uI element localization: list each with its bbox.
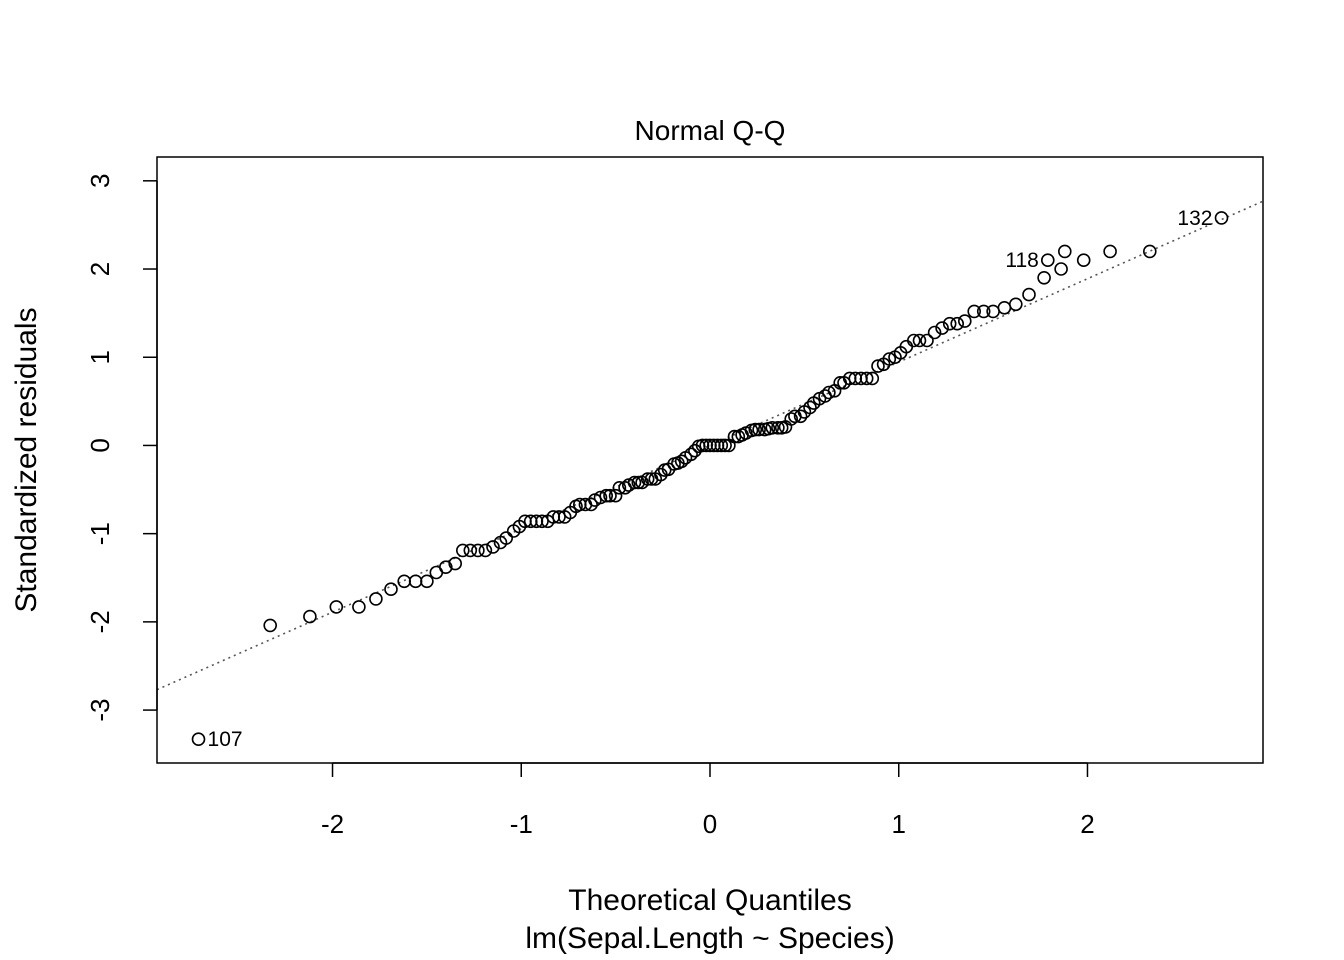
- qq-point: [463, 543, 478, 558]
- y-tick-label: -1: [85, 522, 115, 545]
- qq-point: [927, 325, 942, 340]
- point-label: 132: [1177, 207, 1212, 230]
- reference-line-group: [157, 200, 1263, 691]
- y-tick-label: -3: [85, 699, 115, 722]
- y-tick-label: 3: [85, 174, 115, 188]
- qq-point: [997, 300, 1012, 315]
- qq-point: [420, 574, 434, 589]
- qq-point: [912, 333, 927, 348]
- qq-point: [793, 409, 808, 424]
- qq-point: [865, 371, 880, 386]
- qq-point: [584, 497, 598, 512]
- qq-point: [612, 480, 627, 495]
- qq-point: [822, 385, 836, 400]
- qq-point: [329, 600, 344, 614]
- x-tick-label: -1: [510, 809, 533, 839]
- qq-point: [1058, 244, 1072, 259]
- qq-point: [942, 316, 957, 331]
- qq-point: [438, 560, 453, 575]
- y-tick-label: -2: [85, 610, 115, 633]
- qq-point: [191, 732, 206, 747]
- qq-point: [631, 475, 646, 490]
- x-tick-label: 0: [703, 809, 717, 839]
- qq-point: [1008, 297, 1023, 312]
- qq-reference-line: [157, 200, 1263, 691]
- qq-point: [552, 510, 566, 524]
- qq-point: [1214, 211, 1229, 225]
- qq-point: [967, 304, 982, 319]
- qq-point: [1037, 270, 1051, 285]
- qq-point: [765, 420, 780, 435]
- qq-point: [748, 422, 763, 437]
- qq-point: [599, 488, 614, 503]
- y-axis-title: Standardized residuals: [10, 307, 43, 612]
- qq-point: [448, 556, 463, 571]
- qq-point: [803, 400, 817, 415]
- x-axis-title: Theoretical Quantiles: [568, 884, 851, 917]
- qq-point: [593, 490, 608, 505]
- qq-point: [986, 304, 1000, 319]
- qq-point: [478, 543, 493, 558]
- x-tick-label: -2: [321, 809, 344, 839]
- qq-point: [603, 488, 617, 503]
- qq-point: [718, 438, 732, 453]
- x-axis: -2 -1 0 1 2: [321, 762, 1095, 839]
- qq-point: [950, 316, 965, 331]
- qq-point: [1054, 262, 1068, 276]
- qq-point: [384, 582, 398, 597]
- qq-point: [455, 543, 470, 558]
- qq-point: [714, 438, 729, 453]
- qq-point: [397, 574, 412, 589]
- qq-point: [408, 574, 423, 589]
- plot-frame: [156, 156, 1264, 764]
- qq-point: [935, 321, 949, 335]
- qq-point: [906, 333, 921, 348]
- qq-point: [752, 422, 766, 437]
- qq-point: [1041, 253, 1055, 268]
- qq-point: [627, 475, 642, 490]
- qq-point: [535, 514, 549, 529]
- points-group: [191, 211, 1229, 747]
- qq-point: [1143, 244, 1157, 259]
- qq-point: [920, 333, 934, 348]
- qq-point: [882, 352, 897, 366]
- qq-point: [674, 454, 689, 469]
- point-label: 118: [1005, 249, 1038, 272]
- qq-point: [303, 609, 317, 624]
- qq-point: [471, 543, 485, 558]
- qq-point: [352, 600, 366, 614]
- qq-point: [1022, 287, 1036, 302]
- qq-point: [369, 592, 383, 606]
- x-axis-subtitle: lm(Sepal.Length ~ Species): [525, 922, 894, 955]
- qq-point: [499, 531, 514, 545]
- qq-point: [976, 304, 991, 319]
- qq-point: [1076, 253, 1091, 268]
- x-tick-label: 2: [1080, 809, 1094, 839]
- qq-point: [486, 540, 500, 554]
- y-tick-label: 1: [85, 350, 115, 364]
- qq-point: [784, 412, 799, 426]
- qq-point: [871, 359, 885, 373]
- qq-point: [684, 447, 698, 462]
- qq-point: [263, 618, 278, 633]
- qq-point: [859, 371, 874, 386]
- y-axis: -3 -2 -1 0 1 2 3: [85, 174, 158, 722]
- x-tick-label: 1: [892, 809, 906, 839]
- y-tick-label: 0: [85, 438, 115, 452]
- qq-point: [640, 472, 655, 486]
- y-tick-label: 2: [85, 262, 115, 276]
- qq-point: [771, 420, 785, 435]
- qq-point: [1103, 244, 1117, 259]
- point-labels-group: 107 118 132: [208, 207, 1213, 751]
- qq-point: [957, 314, 972, 328]
- qq-point: [608, 488, 623, 503]
- chart-title: Normal Q-Q: [635, 115, 786, 146]
- point-label: 107: [208, 728, 243, 751]
